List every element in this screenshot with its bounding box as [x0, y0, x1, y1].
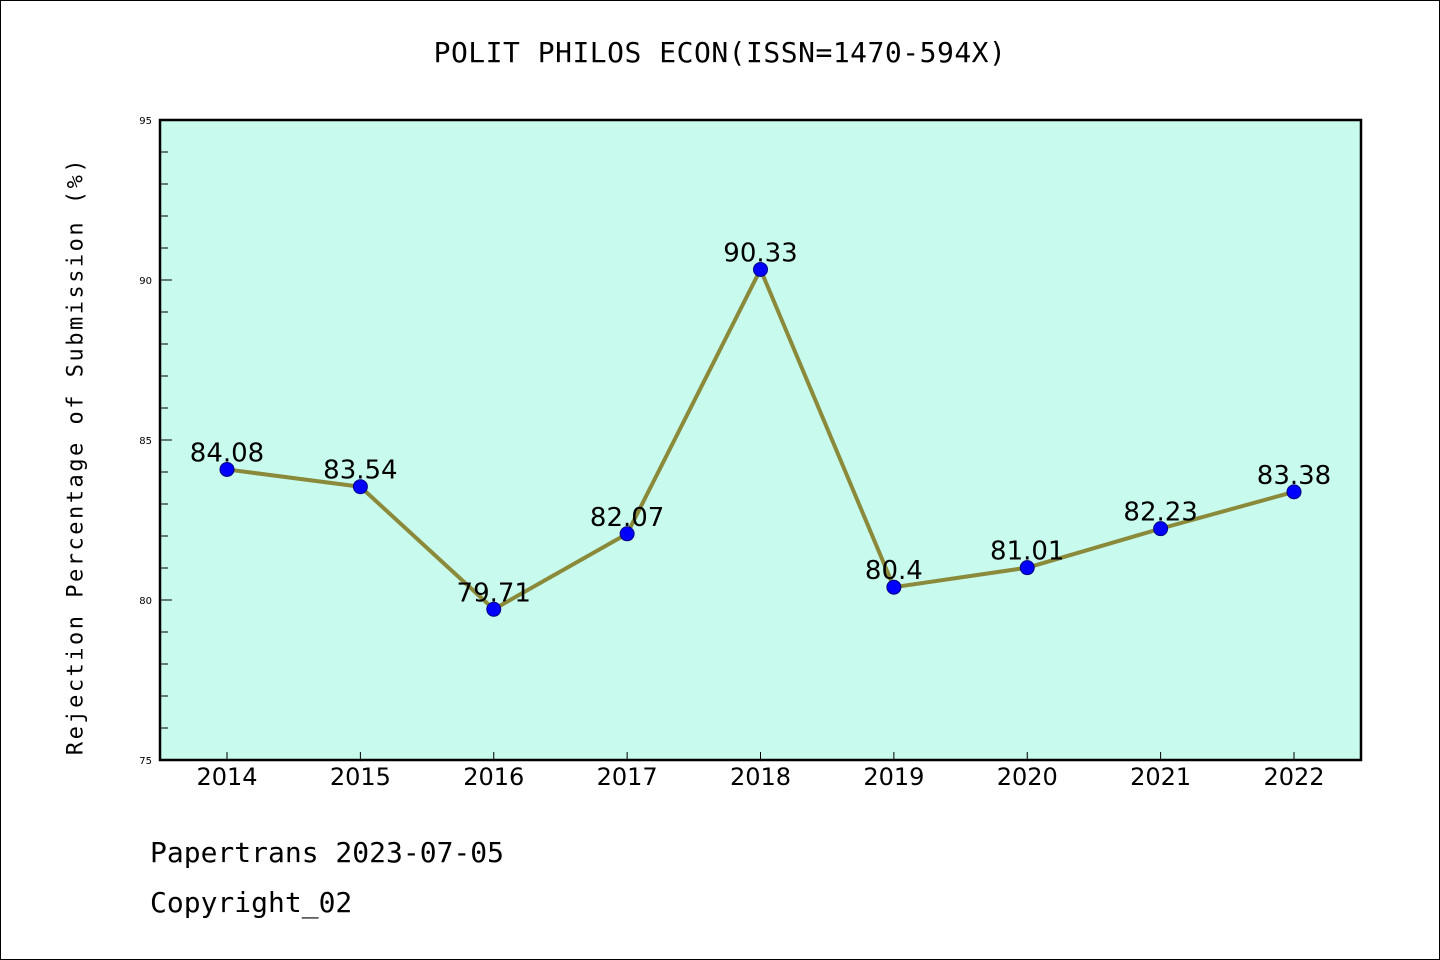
data-point	[1286, 484, 1302, 500]
x-tick-label: 2018	[730, 763, 791, 791]
data-label: 90.33	[723, 238, 797, 268]
x-tick-label: 2020	[997, 763, 1058, 791]
x-tick-label: 2019	[863, 763, 924, 791]
x-tick-label: 2015	[330, 763, 391, 791]
data-point	[1153, 521, 1169, 537]
y-tick-label: 90	[139, 276, 152, 287]
y-minor-ticks	[160, 151, 168, 729]
y-tick-label: 95	[139, 116, 152, 127]
data-point	[352, 479, 368, 495]
data-label: 79.71	[457, 578, 531, 608]
plot-border	[158, 118, 1363, 762]
data-point	[219, 461, 235, 477]
x-tick-label: 2021	[1130, 763, 1191, 791]
footer-date: Papertrans 2023-07-05	[150, 836, 505, 869]
data-label: 83.54	[323, 456, 397, 486]
x-tick-label: 2016	[463, 763, 524, 791]
data-label: 82.23	[1123, 498, 1197, 528]
plot-area	[160, 120, 1361, 760]
data-label: 84.08	[190, 438, 264, 468]
data-point	[886, 579, 902, 595]
y-tick-label: 80	[139, 596, 152, 607]
data-label: 83.38	[1257, 461, 1331, 491]
data-point	[753, 261, 768, 277]
data-label: 81.01	[990, 537, 1064, 567]
series-markers	[219, 261, 1302, 617]
data-label: 80.4	[865, 556, 923, 586]
data-label: 82.07	[590, 503, 664, 533]
data-point	[619, 526, 635, 542]
y-tick-label: 85	[139, 436, 152, 447]
data-labels: 84.08 83.54 79.71 82.07 90.33 80.4 81.01 82.23 8…	[190, 238, 1331, 608]
x-tick-label: 2017	[597, 763, 658, 791]
x-axis-ticks: 2014 2015 2016 2017 2018 2019 2020 2021 2022	[196, 752, 1325, 791]
data-point	[1019, 560, 1035, 576]
chart-title: POLIT PHILOS ECON(ISSN=1470-594X)	[433, 36, 1007, 69]
data-point	[486, 601, 502, 617]
x-tick-label: 2022	[1263, 763, 1324, 791]
y-tick-label: 75	[139, 756, 152, 767]
x-tick-label: 2014	[196, 763, 257, 791]
footer-copyright: Copyright_02	[150, 886, 353, 919]
